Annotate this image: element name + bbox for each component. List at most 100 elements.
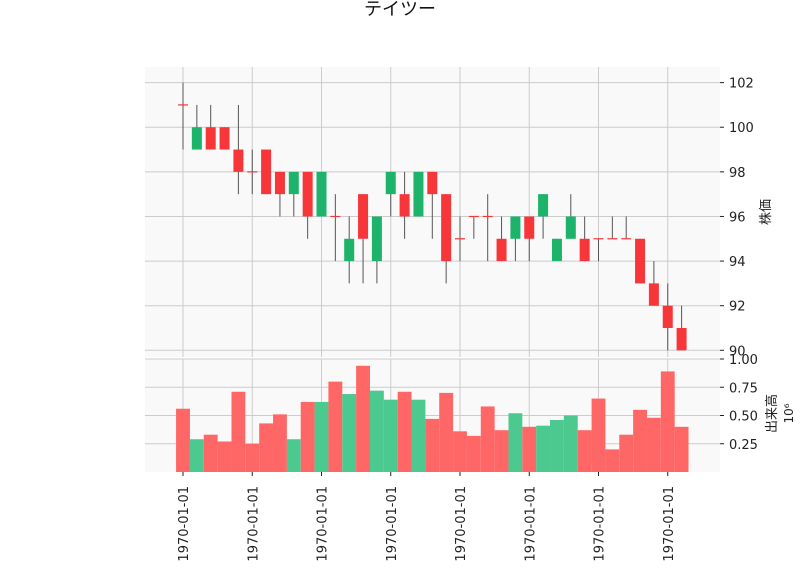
- volume-bar: [591, 398, 606, 472]
- volume-bar: [577, 430, 592, 472]
- volume-bar: [425, 418, 440, 472]
- candle-body: [551, 238, 562, 262]
- x-tick-label: 1970-01-01: [316, 486, 331, 562]
- candle-body: [358, 194, 369, 239]
- candle-body: [261, 149, 272, 195]
- x-tick-label: 1970-01-01: [454, 486, 469, 562]
- volume-bar: [273, 414, 287, 472]
- candle-body: [385, 171, 396, 195]
- volume-y-ticks: 0.25 0.50 0.75 1.00: [720, 353, 758, 453]
- candle-body: [233, 149, 244, 172]
- volume-bar: [328, 381, 343, 472]
- volume-bar: [605, 449, 620, 472]
- candle-body: [205, 127, 216, 150]
- volume-bar: [633, 409, 647, 472]
- candle-body: [648, 283, 659, 306]
- price-y-ticks: 90 92 94 96 98 100 102: [720, 77, 754, 359]
- volume-bar: [550, 420, 564, 472]
- volume-panel: 0.25 0.50 0.75 1.00 出来高 10⁶: [145, 353, 796, 472]
- candle-body: [621, 238, 632, 240]
- candle-body: [538, 194, 549, 217]
- candle-body: [455, 238, 465, 240]
- candle-body: [302, 171, 313, 217]
- volume-bars: [176, 365, 689, 472]
- volume-bar: [245, 443, 260, 472]
- volume-bar: [480, 406, 495, 472]
- volume-bar: [203, 434, 218, 472]
- volume-bar: [342, 394, 357, 472]
- volume-bar: [231, 391, 246, 472]
- volume-bar: [411, 399, 426, 472]
- volume-bar: [646, 417, 661, 472]
- candle-body: [399, 194, 410, 217]
- price-candles: [178, 82, 687, 351]
- candle-body: [593, 238, 604, 240]
- candle-body: [288, 171, 299, 195]
- candle-body: [441, 194, 452, 262]
- chart-title: テイツー: [364, 0, 436, 20]
- volume-bar: [563, 415, 578, 472]
- volume-bar: [536, 425, 551, 472]
- volume-bar: [466, 435, 481, 472]
- candle-body: [482, 215, 493, 218]
- volume-bar: [383, 399, 398, 472]
- candle-body: [247, 171, 258, 173]
- candle-body: [607, 238, 618, 240]
- candle-body: [413, 171, 424, 217]
- volume-bar: [259, 423, 274, 472]
- candle-body: [371, 216, 382, 262]
- volume-exponent-label: 10⁶: [782, 403, 796, 423]
- x-tick-label: 1970-01-01: [246, 486, 261, 562]
- volume-bar: [300, 401, 315, 472]
- price-y-tick-label: 102: [729, 77, 754, 92]
- volume-bar: [660, 371, 675, 472]
- candle-body: [662, 305, 673, 328]
- x-tick-label: 1970-01-01: [177, 486, 192, 562]
- volume-bar: [369, 390, 384, 472]
- volume-y-axis-label: 出来高: [764, 394, 780, 433]
- candle-body: [427, 171, 438, 195]
- volume-bar: [176, 408, 190, 472]
- volume-bar: [397, 391, 412, 472]
- volume-bar: [217, 441, 232, 472]
- candle-body: [565, 216, 576, 239]
- volume-bar: [619, 434, 634, 472]
- x-tick-label: 1970-01-01: [593, 486, 608, 562]
- volume-bar: [189, 439, 204, 472]
- candle-body: [510, 216, 521, 239]
- x-tick-label: 1970-01-01: [523, 486, 538, 562]
- volume-y-tick-label: 1.00: [729, 353, 758, 368]
- candle-body: [219, 127, 230, 150]
- candle-body: [524, 216, 535, 239]
- volume-y-tick-label: 0.50: [729, 410, 758, 425]
- candle-body: [344, 238, 355, 262]
- x-tick-label: 1970-01-01: [385, 486, 400, 562]
- price-y-tick-label: 96: [729, 210, 746, 225]
- volume-bar: [314, 401, 329, 472]
- price-y-tick-label: 94: [729, 255, 746, 270]
- volume-bar: [522, 426, 537, 472]
- candle-body: [274, 171, 285, 195]
- price-gridlines: [145, 67, 720, 357]
- price-y-axis-label: 株価: [759, 199, 774, 225]
- volume-bar: [494, 430, 509, 472]
- volume-bar: [286, 439, 301, 472]
- x-tick-label: 1970-01-01: [662, 486, 677, 562]
- candle-body: [676, 328, 687, 351]
- volume-bar: [356, 365, 370, 472]
- volume-bar: [508, 413, 523, 472]
- candle-body: [635, 238, 646, 284]
- candle-body: [496, 238, 507, 262]
- price-panel: 90 92 94 96 98 100 102 株価: [145, 67, 774, 359]
- candle-body: [330, 215, 341, 218]
- candle-body: [579, 238, 590, 262]
- price-y-tick-label: 90: [729, 344, 746, 359]
- price-y-tick-label: 92: [729, 300, 746, 315]
- volume-y-tick-label: 0.25: [729, 438, 758, 453]
- candle-body: [191, 127, 202, 150]
- x-axis-ticks: 1970-01-01 1970-01-01 1970-01-01 1970-01-01…: [177, 472, 677, 562]
- price-y-tick-label: 98: [729, 166, 746, 181]
- volume-bar: [453, 431, 467, 472]
- candle-body: [316, 171, 327, 217]
